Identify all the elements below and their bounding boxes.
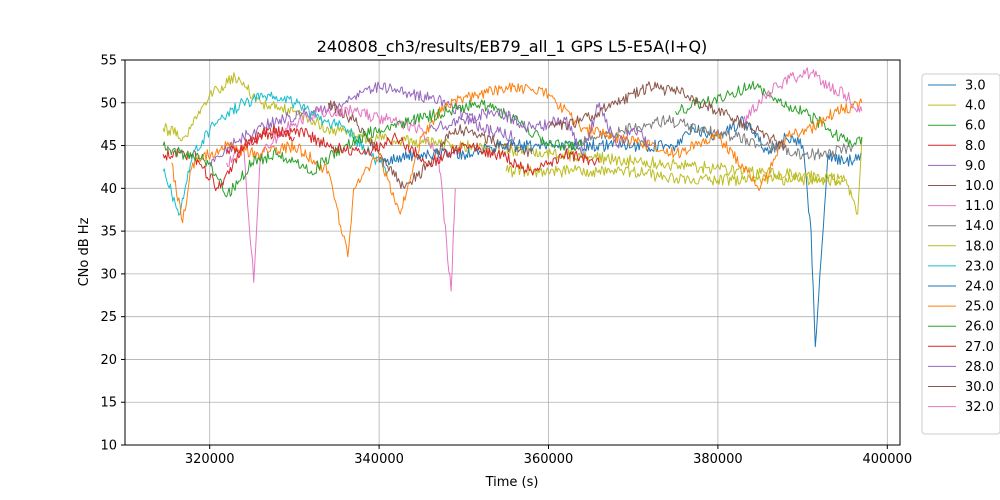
x-tick-label: 380000 [693,452,743,467]
series-line-25-0 [171,82,863,258]
x-axis-label: Time (s) [485,475,539,490]
legend-entry-label: 26.0 [965,320,994,335]
y-tick-label: 40 [100,182,117,197]
y-tick-label: 20 [100,353,117,368]
series-line-24-0 [378,139,676,168]
y-tick-label: 45 [100,139,117,154]
series-line-4-0 [162,72,863,215]
tick-layer: 320000 340000 360000 380000 400000 10 15 20 25 30… [100,54,912,468]
series-line-18-0 [505,164,846,187]
legend-entry-label: 4.0 [965,99,986,114]
legend-entry-label: 30.0 [965,380,994,395]
x-tick-label: 320000 [185,452,235,467]
series-line-26-0 [162,99,583,198]
x-tick-label: 340000 [354,452,404,467]
legend-entry-label: 23.0 [965,259,994,274]
chart-title: 240808_ch3/results/EB79_all_1 GPS L5-E5A… [317,37,708,57]
y-tick-label: 15 [100,396,117,411]
y-tick-label: 30 [100,267,117,282]
y-tick-label: 50 [100,96,117,111]
y-tick-label: 55 [100,54,117,69]
plot-frame [124,59,901,446]
series-layer [162,67,863,348]
legend-entry-label: 3.0 [965,79,986,94]
series-line-28-0 [429,102,651,157]
legend-entry-label: 24.0 [965,280,994,295]
series-line-6-0 [675,80,863,148]
x-tick-label: 400000 [862,452,912,467]
y-tick-label: 10 [100,439,117,454]
legend-entry-label: 18.0 [965,239,994,254]
series-line-23-0 [162,91,389,216]
legend-entry-label: 25.0 [965,300,994,315]
series-line-27-0 [226,127,600,176]
legend-frame [921,73,1000,435]
legend-entry-label: 14.0 [965,219,994,234]
legend: 3.0 4.0 6.0 8.0 9.0 10.0 11.0 14.0 18.0 23.0 24.0 2… [921,73,1000,435]
series-line-30-0 [548,81,787,151]
legend-entry-label: 32.0 [965,400,994,415]
legend-entry-label: 6.0 [965,119,986,134]
legend-entry-label: 9.0 [965,159,986,174]
legend-entry-label: 27.0 [965,340,994,355]
y-tick-label: 35 [100,225,117,240]
series-line-32-0 [742,67,863,124]
legend-entry-label: 10.0 [965,179,994,194]
legend-entry-label: 28.0 [965,360,994,375]
y-axis-label: CNo dB Hz [77,217,92,286]
legend-entry-label: 8.0 [965,139,986,154]
y-tick-label: 25 [100,310,117,325]
legend-entry-label: 11.0 [965,199,994,214]
x-tick-label: 360000 [524,452,574,467]
